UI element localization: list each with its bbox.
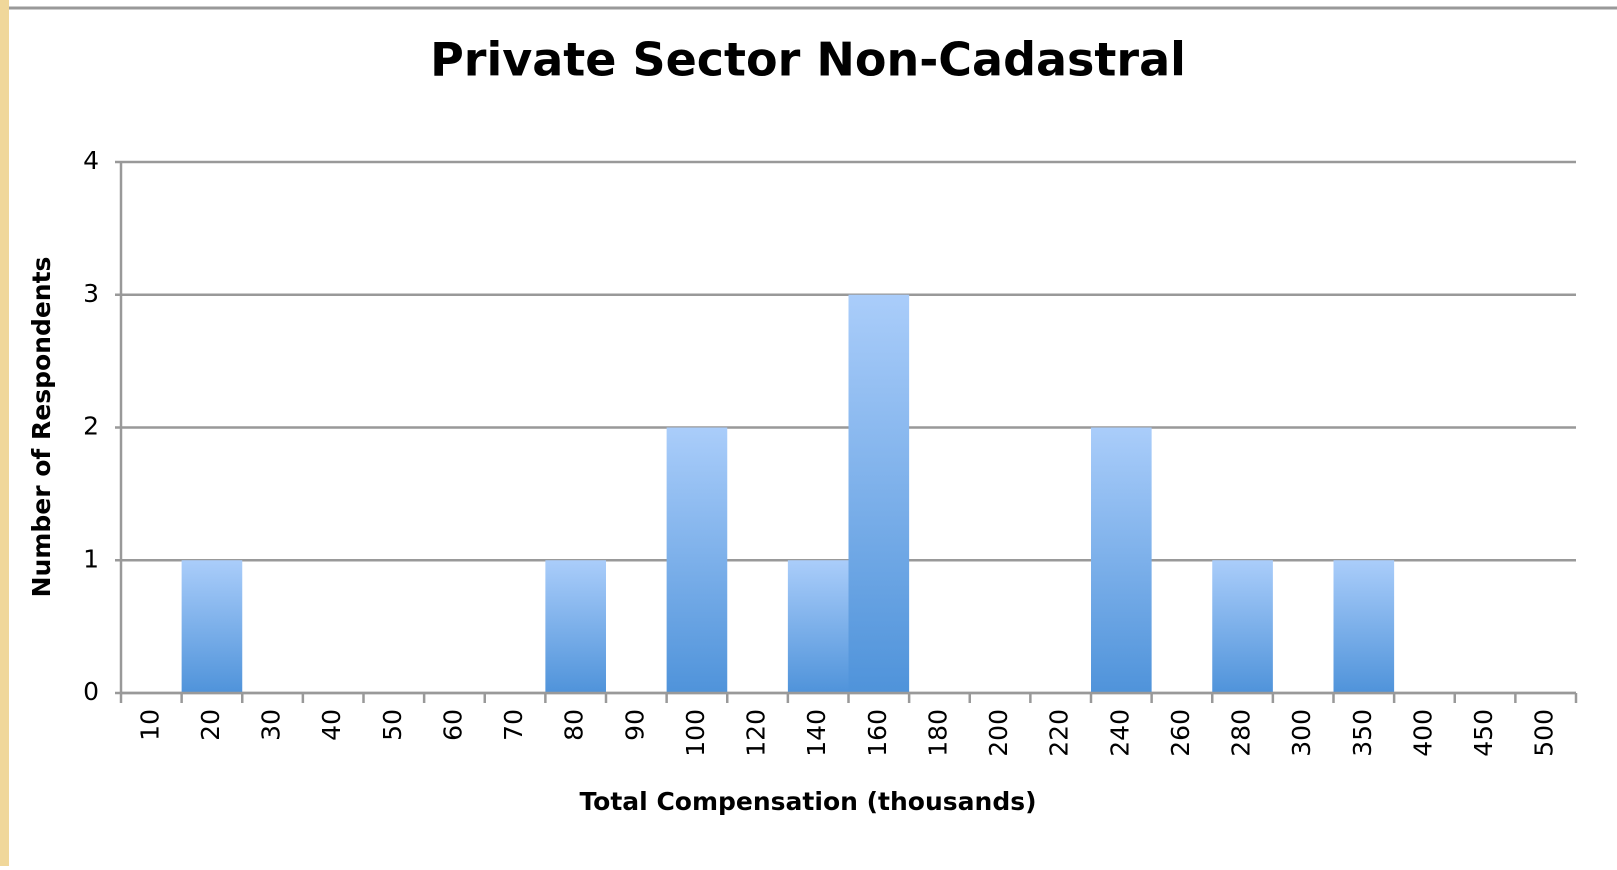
y-tick-label: 3 [83, 279, 99, 308]
x-tick-label: 160 [863, 709, 892, 757]
x-tick-label: 260 [1166, 709, 1195, 757]
bar [1333, 560, 1395, 693]
x-tick-label: 70 [499, 709, 528, 741]
bar [1212, 560, 1273, 693]
y-tick-label: 2 [83, 412, 99, 441]
x-tick-label: 40 [317, 709, 346, 741]
x-tick-label: 30 [257, 709, 286, 741]
x-axis-title: Total Compensation (thousands) [579, 787, 1036, 816]
bar [1091, 427, 1152, 693]
x-tick-label: 100 [681, 709, 710, 757]
bar [787, 560, 849, 693]
chart-title: Private Sector Non-Cadastral [430, 33, 1186, 87]
y-tick-label: 4 [83, 146, 99, 175]
x-tick-label: 120 [742, 709, 771, 757]
frame-edge [0, 0, 9, 866]
x-tick-label: 50 [378, 709, 407, 741]
x-tick-label: 10 [135, 709, 164, 741]
x-tick-label: 450 [1469, 709, 1498, 757]
y-tick-label: 0 [83, 677, 99, 706]
x-tick-label: 350 [1348, 709, 1377, 757]
x-tick-label: 90 [620, 709, 649, 741]
x-tick-label: 400 [1408, 709, 1437, 757]
x-tick-label: 500 [1530, 709, 1559, 757]
x-tick-label: 140 [802, 709, 831, 757]
x-tick-label: 60 [438, 709, 467, 741]
x-tick-label: 300 [1287, 709, 1316, 757]
x-tick-label: 200 [984, 709, 1013, 757]
x-tick-label: 20 [196, 709, 225, 741]
x-tick-label: 220 [1045, 709, 1074, 757]
x-tick-label: 80 [560, 709, 589, 741]
bar [181, 560, 243, 693]
y-axis-title: Number of Respondents [27, 257, 56, 598]
x-tick-label: 240 [1105, 709, 1134, 757]
x-tick-label: 280 [1227, 709, 1256, 757]
bar [545, 560, 606, 693]
bar [848, 294, 910, 693]
bar [666, 427, 728, 693]
y-tick-label: 1 [83, 544, 99, 573]
x-tick-label: 180 [923, 709, 952, 757]
